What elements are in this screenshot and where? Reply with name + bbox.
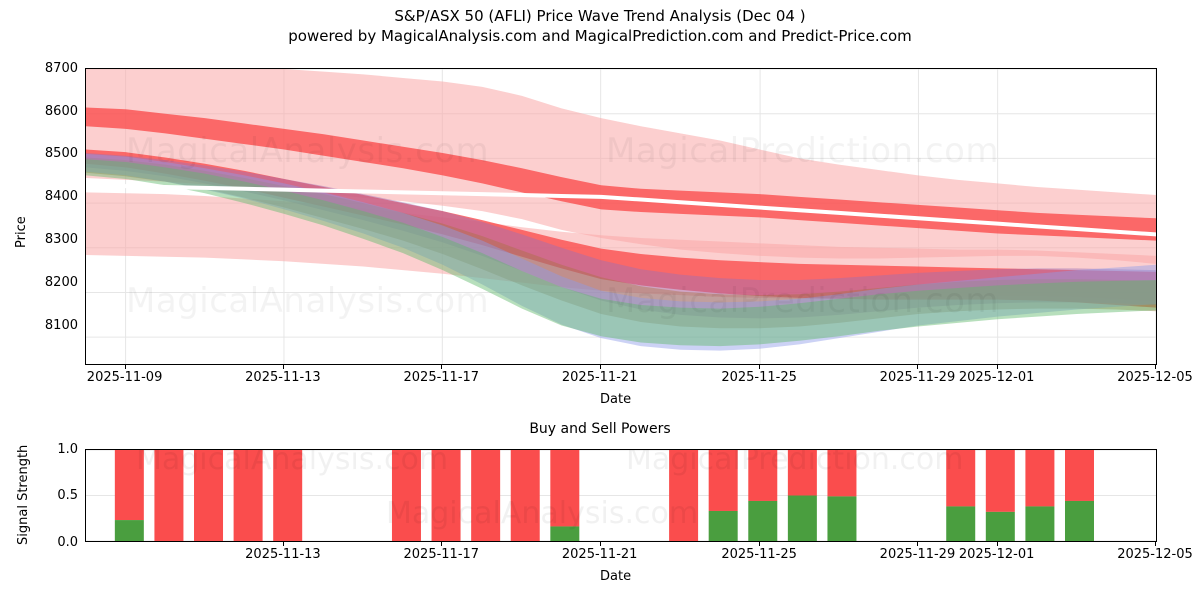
x-tick-label: 2025-11-17 bbox=[403, 547, 480, 562]
main-y-axis-title: Price bbox=[14, 216, 29, 248]
bar-sell-power bbox=[1025, 450, 1055, 507]
buy-sell-chart-title: Buy and Sell Powers bbox=[529, 421, 671, 437]
x-tick-label: 2025-11-09 bbox=[86, 370, 163, 385]
bar-buy-power bbox=[748, 500, 778, 541]
x-tick-label: 2025-11-25 bbox=[721, 370, 797, 385]
bar-buy-power bbox=[827, 496, 857, 541]
x-tick-mark bbox=[759, 365, 761, 369]
y-tick-label: 1.0 bbox=[57, 442, 78, 457]
bar-sell-power bbox=[669, 450, 699, 541]
bar-buy-power bbox=[1025, 506, 1055, 541]
bar-sell-power bbox=[431, 450, 461, 541]
x-tick-label: 2025-12-01 bbox=[958, 370, 1035, 385]
x-tick-mark bbox=[996, 542, 998, 546]
bar-buy-power bbox=[787, 495, 817, 541]
bar-buy-power bbox=[114, 520, 144, 541]
bar-sell-power bbox=[391, 450, 421, 541]
y-tick-label: 8600 bbox=[44, 104, 78, 119]
x-tick-label: 2025-12-01 bbox=[958, 547, 1035, 562]
bar-buy-power bbox=[985, 511, 1015, 541]
x-tick-mark bbox=[759, 542, 761, 546]
wave-band-brown-wave-band bbox=[86, 157, 1156, 329]
bar-sell-power bbox=[827, 450, 857, 497]
x-tick-label: 2025-12-05 bbox=[1117, 370, 1193, 385]
x-tick-mark bbox=[282, 542, 284, 546]
bar-sell-power bbox=[985, 450, 1015, 512]
x-tick-mark bbox=[282, 365, 284, 369]
x-tick-mark bbox=[917, 542, 919, 546]
lower-x-axis-title: Date bbox=[600, 569, 632, 584]
bar-sell-power bbox=[114, 450, 144, 521]
bar-buy-power bbox=[550, 526, 580, 541]
x-tick-mark bbox=[441, 542, 443, 546]
x-tick-mark bbox=[1155, 365, 1156, 369]
x-tick-label: 2025-11-13 bbox=[245, 370, 321, 385]
y-tick-label: 8500 bbox=[44, 146, 78, 161]
x-tick-label: 2025-11-29 bbox=[879, 547, 956, 562]
x-tick-label: 2025-11-21 bbox=[561, 370, 638, 385]
y-tick-label: 0.5 bbox=[57, 488, 78, 503]
y-tick-label: 8300 bbox=[44, 232, 78, 247]
wave-band-blue-support-band bbox=[86, 153, 1156, 351]
wave-band-purple-wave-band bbox=[86, 153, 1156, 319]
x-tick-label: 2025-11-25 bbox=[721, 547, 797, 562]
x-tick-mark bbox=[124, 365, 126, 369]
y-tick-label: 8100 bbox=[44, 318, 78, 333]
y-tick-label: 8400 bbox=[44, 189, 78, 204]
buy-sell-bars-svg bbox=[86, 450, 1156, 541]
bar-sell-power bbox=[273, 450, 303, 541]
bar-sell-power bbox=[471, 450, 501, 541]
x-tick-label: 2025-11-29 bbox=[879, 370, 956, 385]
page-subtitle: powered by MagicalAnalysis.com and Magic… bbox=[288, 27, 912, 45]
bar-buy-power bbox=[708, 510, 738, 541]
x-tick-mark bbox=[917, 365, 919, 369]
wave-band-core-sell-band bbox=[86, 149, 1156, 308]
wave-band-green-buy-band bbox=[86, 159, 1156, 347]
bar-sell-power bbox=[233, 450, 263, 541]
bar-sell-power bbox=[748, 450, 778, 501]
y-tick-label: 8700 bbox=[44, 61, 78, 76]
y-tick-label: 0.0 bbox=[57, 535, 78, 550]
bar-sell-power bbox=[550, 450, 580, 527]
bar-buy-power bbox=[946, 506, 976, 541]
wave-band-upper-sell-band bbox=[86, 107, 1156, 241]
x-tick-label: 2025-11-13 bbox=[245, 547, 321, 562]
bar-sell-power bbox=[154, 450, 184, 541]
x-tick-label: 2025-11-21 bbox=[561, 547, 638, 562]
trend-line-white-trend-line bbox=[86, 183, 1156, 237]
bar-sell-power bbox=[787, 450, 817, 496]
bar-sell-power bbox=[1064, 450, 1094, 501]
x-tick-mark bbox=[599, 365, 601, 369]
x-tick-label: 2025-12-05 bbox=[1117, 547, 1193, 562]
chart-title-block: S&P/ASX 50 (AFLI) Price Wave Trend Analy… bbox=[0, 6, 1200, 46]
buy-sell-chart-plot-area: MagicalAnalysis.com MagicalPrediction.co… bbox=[85, 449, 1157, 542]
page-title: S&P/ASX 50 (AFLI) Price Wave Trend Analy… bbox=[394, 7, 806, 25]
x-tick-label: 2025-11-17 bbox=[403, 370, 480, 385]
lower-y-axis-title: Signal Strength bbox=[16, 444, 31, 545]
main-x-axis-title: Date bbox=[600, 392, 632, 407]
x-tick-mark bbox=[599, 542, 601, 546]
bar-buy-power bbox=[1064, 500, 1094, 541]
price-wave-chart-plot-area: MagicalAnalysis.com MagicalPrediction.co… bbox=[85, 68, 1157, 365]
x-tick-mark bbox=[996, 365, 998, 369]
price-wave-svg bbox=[86, 69, 1156, 364]
x-tick-mark bbox=[441, 365, 443, 369]
y-tick-label: 8200 bbox=[44, 275, 78, 290]
bar-sell-power bbox=[510, 450, 540, 541]
bar-sell-power bbox=[194, 450, 224, 541]
bar-sell-power bbox=[946, 450, 976, 507]
bar-sell-power bbox=[708, 450, 738, 511]
x-tick-mark bbox=[1155, 542, 1156, 546]
